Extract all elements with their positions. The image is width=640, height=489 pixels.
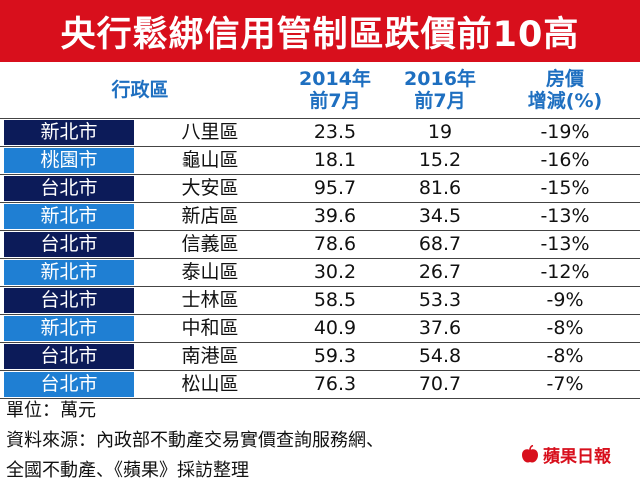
table-row: 台北市 信義區 78.6 68.7 -13% (0, 231, 640, 259)
logo-text: 蘋果日報 (543, 447, 611, 467)
change-cell: -8% (546, 345, 584, 367)
city-cell: 台北市 (4, 288, 134, 313)
value-2014-cell: 18.1 (313, 149, 357, 171)
value-2016-cell: 53.3 (418, 289, 462, 311)
table-row: 新北市 中和區 40.9 37.6 -8% (0, 315, 640, 343)
city-cell: 新北市 (4, 316, 134, 341)
table-body: 新北市 八里區 23.5 19 -19% 桃園市 龜山區 18.1 15.2 -16% 台北市 大安區… (0, 118, 640, 399)
district-cell: 八里區 (181, 121, 239, 143)
header-2016-line2: 前7月 (414, 90, 466, 112)
district-cell: 泰山區 (181, 261, 239, 283)
city-cell: 桃園市 (4, 148, 134, 173)
city-cell: 新北市 (4, 204, 134, 229)
table-row: 桃園市 龜山區 18.1 15.2 -16% (0, 147, 640, 175)
header-district: 行政區 (60, 62, 220, 118)
value-2014-cell: 40.9 (313, 317, 357, 339)
value-2016-cell: 19 (427, 121, 453, 143)
table-row: 台北市 士林區 58.5 53.3 -9% (0, 287, 640, 315)
district-cell: 士林區 (181, 289, 239, 311)
change-cell: -12% (540, 261, 590, 283)
table-row: 新北市 八里區 23.5 19 -19% (0, 118, 640, 147)
value-2016-cell: 70.7 (418, 373, 462, 395)
change-cell: -16% (540, 149, 590, 171)
apple-icon (522, 444, 538, 463)
page-title: 央行鬆綁信用管制區跌價前10高 (60, 14, 580, 55)
value-2016-cell: 54.8 (418, 345, 462, 367)
district-cell: 大安區 (181, 177, 239, 199)
district-cell: 南港區 (181, 345, 239, 367)
table-row: 台北市 大安區 95.7 81.6 -15% (0, 175, 640, 203)
header-2016-line1: 2016年 (404, 68, 476, 90)
source-line-1: 資料來源：內政部不動產交易實價查詢服務網、 (6, 430, 384, 451)
source-line-2: 全國不動產、《蘋果》採訪整理 (6, 460, 249, 481)
value-2016-cell: 26.7 (418, 261, 462, 283)
header-change: 房價 增減(%) (510, 62, 620, 118)
district-cell: 信義區 (181, 233, 239, 255)
change-cell: -7% (546, 373, 584, 395)
table-row: 台北市 南港區 59.3 54.8 -8% (0, 343, 640, 371)
value-2014-cell: 59.3 (313, 345, 357, 367)
value-2014-cell: 39.6 (313, 205, 357, 227)
change-cell: -8% (546, 317, 584, 339)
change-cell: -13% (540, 205, 590, 227)
table-row: 台北市 松山區 76.3 70.7 -7% (0, 371, 640, 399)
table-row: 新北市 新店區 39.6 34.5 -13% (0, 203, 640, 231)
change-cell: -9% (546, 289, 584, 311)
change-cell: -13% (540, 233, 590, 255)
city-cell: 台北市 (4, 232, 134, 257)
city-cell: 台北市 (4, 344, 134, 369)
value-2014-cell: 76.3 (313, 373, 357, 395)
table-header: 行政區 2014年 前7月 2016年 前7月 房價 增減(%) (0, 62, 640, 118)
city-cell: 台北市 (4, 372, 134, 397)
footer: 單位：萬元 資料來源：內政部不動產交易實價查詢服務網、 全國不動產、《蘋果》採訪… (6, 396, 384, 486)
header-2014-line2: 前7月 (309, 90, 361, 112)
value-2016-cell: 68.7 (418, 233, 462, 255)
district-cell: 龜山區 (181, 149, 239, 171)
apple-daily-logo: 蘋果日報 (520, 442, 611, 467)
value-2014-cell: 95.7 (313, 177, 357, 199)
unit-note: 單位：萬元 (6, 400, 96, 421)
value-2014-cell: 30.2 (313, 261, 357, 283)
district-cell: 新店區 (181, 205, 239, 227)
value-2016-cell: 15.2 (418, 149, 462, 171)
city-cell: 台北市 (4, 176, 134, 201)
district-cell: 中和區 (181, 317, 239, 339)
value-2016-cell: 34.5 (418, 205, 462, 227)
value-2014-cell: 78.6 (313, 233, 357, 255)
change-cell: -15% (540, 177, 590, 199)
header-change-line1: 房價 (545, 68, 584, 90)
change-cell: -19% (540, 121, 590, 143)
value-2016-cell: 37.6 (418, 317, 462, 339)
table-row: 新北市 泰山區 30.2 26.7 -12% (0, 259, 640, 287)
city-cell: 新北市 (4, 260, 134, 285)
value-2014-cell: 58.5 (313, 289, 357, 311)
city-cell: 新北市 (4, 120, 134, 145)
title-bar: 央行鬆綁信用管制區跌價前10高 (0, 0, 640, 62)
header-2014: 2014年 前7月 (275, 62, 395, 118)
value-2014-cell: 23.5 (313, 121, 357, 143)
header-2014-line1: 2014年 (299, 68, 371, 90)
header-district-label: 行政區 (111, 79, 169, 101)
header-2016: 2016年 前7月 (380, 62, 500, 118)
header-change-line2: 增減(%) (527, 90, 603, 112)
value-2016-cell: 81.6 (418, 177, 462, 199)
district-cell: 松山區 (181, 373, 239, 395)
